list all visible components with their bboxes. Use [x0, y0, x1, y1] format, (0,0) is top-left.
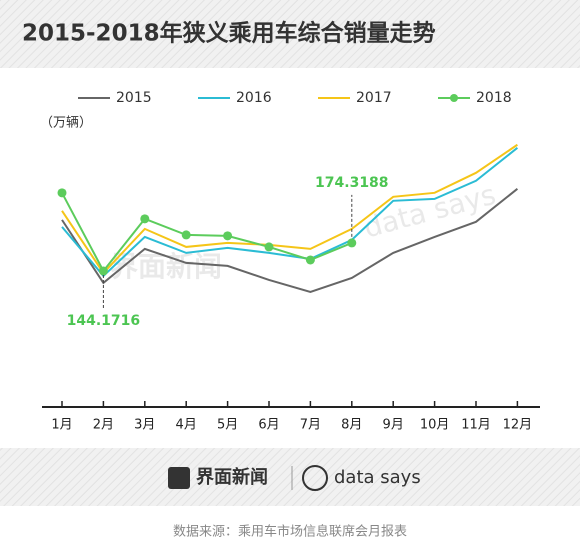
x-tick-label: 3月: [134, 418, 155, 433]
x-tick-label: 7月: [300, 418, 321, 433]
x-tick-label: 1月: [51, 418, 72, 433]
data-point: [223, 231, 233, 241]
series-line: [61, 147, 519, 278]
source-note: 数据来源：乘用车市场信息联席会月报表: [173, 524, 407, 540]
data-point: [57, 188, 67, 198]
x-tick-label: 5月: [217, 418, 238, 433]
chart-title: 2015-2018年狭义乘用车综合销量走势: [22, 20, 436, 47]
series-line: [61, 143, 518, 275]
data-point: [98, 266, 108, 276]
brand-icon: [168, 467, 190, 489]
data-point: [347, 238, 357, 248]
x-tick-label: 6月: [258, 418, 279, 433]
x-tick-label: 2月: [93, 418, 114, 433]
unit-label: （万辆）: [40, 116, 92, 131]
data-label: 144.1716: [67, 313, 141, 329]
x-tick-label: 10月: [420, 418, 450, 433]
x-tick-label: 8月: [341, 418, 362, 433]
series-line: [61, 192, 353, 273]
footer-brand: 界面新闻: [196, 466, 268, 488]
legend-label: 2018: [476, 90, 512, 106]
footer-band: [0, 448, 580, 506]
legend-label: 2015: [116, 90, 152, 106]
x-tick-label: 9月: [383, 418, 404, 433]
legend-label: 2016: [236, 90, 272, 106]
data-label: 174.3188: [315, 175, 389, 191]
footer-partner: data says: [334, 467, 421, 488]
partner-icon: [302, 465, 328, 491]
series-line: [61, 188, 519, 293]
legend-label: 2017: [356, 90, 392, 106]
data-point: [264, 242, 274, 252]
x-tick-label: 11月: [461, 418, 491, 433]
data-point: [140, 214, 150, 224]
data-point: [305, 255, 315, 265]
legend-marker: [450, 94, 458, 102]
data-point: [181, 230, 191, 240]
x-tick-label: 12月: [503, 418, 533, 433]
header-band: [0, 0, 580, 68]
x-tick-label: 4月: [176, 418, 197, 433]
